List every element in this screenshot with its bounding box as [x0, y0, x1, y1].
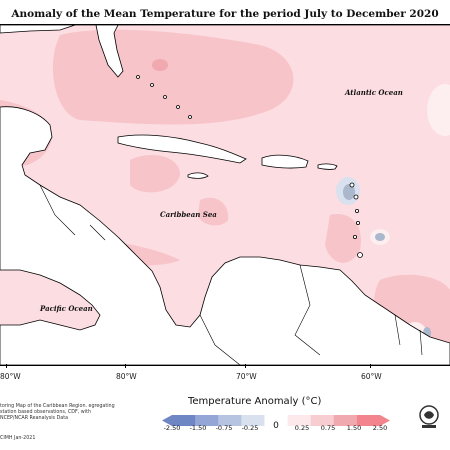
legend-swatch	[356, 415, 381, 426]
island	[352, 234, 357, 239]
label-atlantic: Atlantic Ocean	[344, 88, 403, 97]
map-canvas: Atlantic Ocean Caribbean Sea Pacific Oce…	[0, 25, 450, 365]
legend-label: 0.25	[294, 424, 310, 432]
island	[188, 115, 192, 119]
legend-swatch	[333, 415, 358, 426]
legend-swatch	[218, 415, 242, 426]
copyright-text: CIMH Jan-2021	[0, 436, 36, 441]
hispaniola	[261, 154, 309, 169]
island	[355, 220, 360, 225]
legend-swatch-low-end	[162, 415, 172, 426]
island	[163, 95, 167, 99]
longitude-label: 60°W	[361, 372, 382, 381]
legend-swatch	[287, 415, 312, 426]
island	[150, 83, 154, 87]
island	[354, 208, 359, 213]
legend-label: -2.50	[163, 424, 181, 432]
label-pacific: Pacific Ocean	[39, 304, 93, 313]
map-title: Anomaly of the Mean Temperature for the …	[11, 8, 439, 20]
cimh-logo	[419, 405, 439, 428]
tick	[6, 364, 7, 368]
legend-label: 0.75	[320, 424, 336, 432]
land-masses	[0, 25, 450, 365]
legend-label: 2.50	[372, 424, 388, 432]
island	[349, 182, 355, 188]
legend-label: -0.25	[241, 424, 259, 432]
legend-swatch	[195, 415, 219, 426]
tick	[125, 364, 126, 368]
north-america-coast	[0, 25, 450, 78]
legend-swatch	[172, 415, 196, 426]
tick	[370, 364, 371, 368]
legend-label: 0	[273, 421, 279, 431]
country-borders	[39, 184, 423, 365]
legend-swatch	[241, 415, 265, 426]
legend-swatch-high-end	[380, 415, 390, 426]
label-caribbean: Caribbean Sea	[160, 210, 217, 219]
longitude-label: 80°W	[0, 372, 21, 381]
credits-text: toring Map of the Caribbean Region. egre…	[0, 404, 115, 421]
legend-label: -0.75	[215, 424, 233, 432]
island	[176, 105, 180, 109]
island	[353, 194, 359, 200]
longitude-label: 70°W	[236, 372, 257, 381]
longitude-label: 80°W	[116, 372, 137, 381]
puerto-rico	[317, 163, 338, 170]
legend-title: Temperature Anomaly (°C)	[188, 396, 322, 407]
legend-swatch	[310, 415, 335, 426]
legend-colorbar	[162, 411, 390, 426]
legend-colorbar-svg	[162, 415, 390, 426]
trinidad	[357, 252, 363, 258]
cuba	[117, 134, 247, 164]
tick	[245, 364, 246, 368]
mainland	[0, 106, 450, 365]
jamaica	[187, 172, 209, 179]
legend-swatch	[264, 415, 289, 426]
anomaly-map: Atlantic Ocean Caribbean Sea Pacific Oce…	[0, 24, 450, 366]
island	[136, 75, 140, 79]
legend-label: 1.50	[346, 424, 362, 432]
legend-label: -1.50	[189, 424, 207, 432]
gulf-coast	[0, 25, 76, 34]
hot-spot-bahamas	[152, 59, 168, 71]
